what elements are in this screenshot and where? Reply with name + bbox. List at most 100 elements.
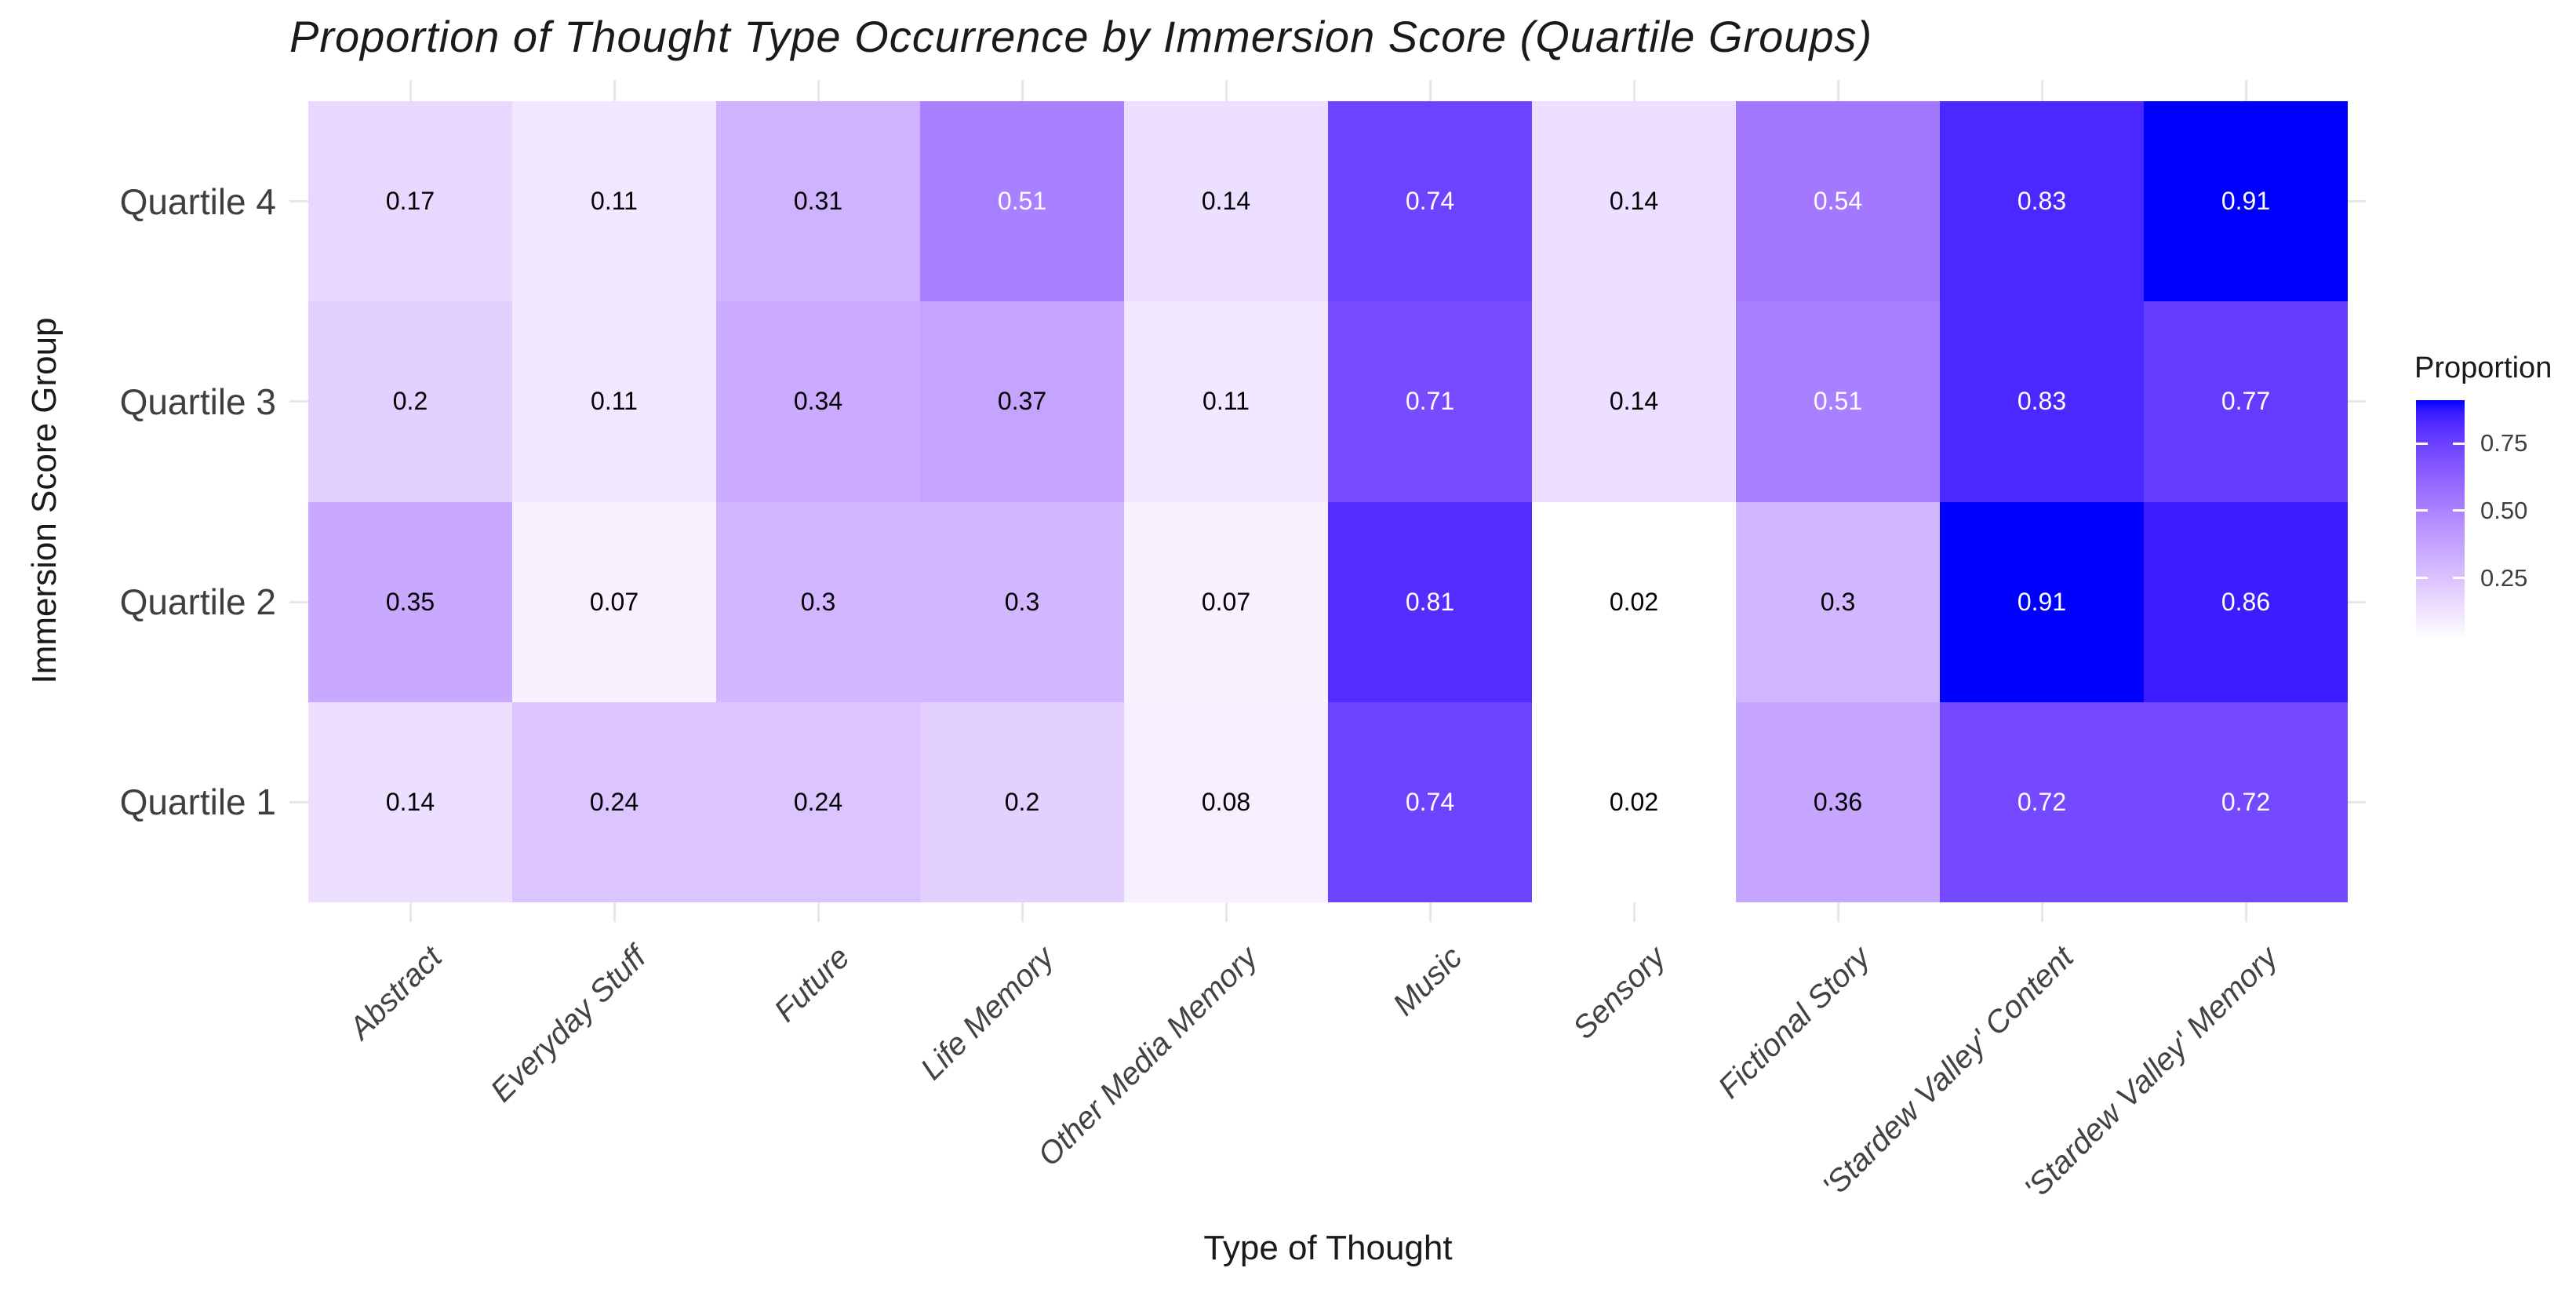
heatmap-cell-value: 0.72 bbox=[2221, 787, 2271, 816]
heatmap-cell: 0.11 bbox=[1124, 301, 1328, 502]
heatmap-cell-value: 0.36 bbox=[1813, 787, 1863, 816]
y-tick-label: Quartile 1 bbox=[119, 781, 276, 823]
heatmap-cell-value: 0.51 bbox=[997, 187, 1047, 216]
x-tick-label: Future bbox=[768, 940, 857, 1029]
heatmap-cell: 0.24 bbox=[512, 701, 716, 902]
heatmap-cell: 0.11 bbox=[512, 301, 716, 502]
heatmap-grid: 0.17 0.11 0.31 0.51 0.14 0.74 0.14 0.54 0.83 0.91… bbox=[308, 101, 2348, 902]
heatmap-cell: 0.02 bbox=[1532, 501, 1736, 702]
heatmap-cell-value: 0.14 bbox=[1609, 387, 1659, 416]
heatmap-cell: 0.83 bbox=[1940, 101, 2144, 302]
x-tick-label: Abstract bbox=[343, 940, 449, 1046]
heatmap-cell-value: 0.08 bbox=[1201, 787, 1251, 816]
heatmap-cell: 0.83 bbox=[1940, 301, 2144, 502]
gridline-stub bbox=[2348, 400, 2366, 403]
heatmap-cell: 0.71 bbox=[1328, 301, 1532, 502]
gridline-stub bbox=[289, 600, 308, 603]
heatmap-cell: 0.3 bbox=[716, 501, 920, 702]
heatmap-cell: 0.91 bbox=[2144, 101, 2348, 302]
heatmap-cell: 0.34 bbox=[716, 301, 920, 502]
x-tick-label: Other Media Memory bbox=[1031, 940, 1265, 1173]
legend-colorbar bbox=[2416, 400, 2465, 640]
heatmap-cell: 0.72 bbox=[1940, 701, 2144, 902]
heatmap-cell: 0.11 bbox=[512, 101, 716, 302]
heatmap-cell-value: 0.83 bbox=[2017, 387, 2067, 416]
gridline-stub bbox=[613, 902, 616, 922]
gridline-stub bbox=[1836, 80, 1839, 101]
heatmap-cell-value: 0.34 bbox=[793, 387, 843, 416]
heatmap-cell: 0.37 bbox=[920, 301, 1124, 502]
heatmap-cell: 0.54 bbox=[1736, 101, 1940, 302]
heatmap-cell: 0.14 bbox=[1532, 101, 1736, 302]
gridline-stub bbox=[1428, 902, 1432, 922]
heatmap-cell: 0.74 bbox=[1328, 701, 1532, 902]
y-axis-title: Immersion Score Group bbox=[25, 317, 64, 684]
gridline-stub bbox=[2040, 902, 2043, 922]
heatmap-cell-value: 0.54 bbox=[1813, 187, 1863, 216]
heatmap-cell-value: 0.3 bbox=[1820, 587, 1856, 616]
heatmap-cell-value: 0.72 bbox=[2017, 787, 2067, 816]
heatmap-cell: 0.72 bbox=[2144, 701, 2348, 902]
heatmap-cell: 0.3 bbox=[920, 501, 1124, 702]
heatmap-cell-value: 0.24 bbox=[589, 787, 639, 816]
legend-tick-mark bbox=[2416, 577, 2428, 580]
gridline-stub bbox=[613, 80, 616, 101]
legend-tick-mark bbox=[2453, 442, 2465, 445]
heatmap-cell-value: 0.14 bbox=[1609, 187, 1659, 216]
heatmap-cell: 0.81 bbox=[1328, 501, 1532, 702]
gridline-stub bbox=[2348, 200, 2366, 203]
gridline-stub bbox=[1021, 902, 1024, 922]
heatmap-cell-value: 0.35 bbox=[385, 587, 435, 616]
heatmap-cell-value: 0.37 bbox=[997, 387, 1047, 416]
gridline-stub bbox=[289, 200, 308, 203]
gridline-stub bbox=[2348, 800, 2366, 803]
heatmap-cell: 0.17 bbox=[308, 101, 512, 302]
legend-tick-label: 0.25 bbox=[2480, 563, 2528, 592]
heatmap-cell-value: 0.91 bbox=[2017, 587, 2067, 616]
heatmap-cell-value: 0.14 bbox=[1201, 187, 1251, 216]
heatmap-cell-value: 0.3 bbox=[800, 587, 836, 616]
heatmap-cell-value: 0.14 bbox=[385, 787, 435, 816]
heatmap-cell: 0.51 bbox=[920, 101, 1124, 302]
gridline-stub bbox=[409, 902, 412, 922]
legend-tick-mark bbox=[2416, 509, 2428, 512]
heatmap-cell-value: 0.2 bbox=[1004, 787, 1040, 816]
heatmap-cell-value: 0.51 bbox=[1813, 387, 1863, 416]
gridline-stub bbox=[1428, 80, 1432, 101]
gridline-stub bbox=[1632, 902, 1635, 922]
heatmap-cell: 0.08 bbox=[1124, 701, 1328, 902]
x-tick-label: Life Memory bbox=[914, 940, 1061, 1087]
heatmap-cell-value: 0.81 bbox=[1405, 587, 1455, 616]
heatmap-cell-value: 0.02 bbox=[1609, 587, 1659, 616]
heatmap-cell: 0.91 bbox=[1940, 501, 2144, 702]
gridline-stub bbox=[289, 400, 308, 403]
heatmap-cell-value: 0.11 bbox=[591, 187, 638, 216]
heatmap-cell-value: 0.11 bbox=[1202, 387, 1250, 416]
gridline-stub bbox=[1021, 80, 1024, 101]
heatmap-cell: 0.02 bbox=[1532, 701, 1736, 902]
gridline-stub bbox=[817, 80, 820, 101]
x-tick-label: Sensory bbox=[1566, 940, 1673, 1046]
heatmap-cell: 0.07 bbox=[512, 501, 716, 702]
heatmap-cell-value: 0.91 bbox=[2221, 187, 2271, 216]
gridline-stub bbox=[1224, 902, 1228, 922]
heatmap-cell-value: 0.07 bbox=[1201, 587, 1251, 616]
x-axis-title: Type of Thought bbox=[1203, 1229, 1453, 1267]
heatmap-cell-value: 0.3 bbox=[1004, 587, 1040, 616]
heatmap-cell-value: 0.07 bbox=[589, 587, 639, 616]
heatmap-cell: 0.35 bbox=[308, 501, 512, 702]
gridline-stub bbox=[1632, 80, 1635, 101]
gridline-stub bbox=[2244, 902, 2247, 922]
heatmap-cell-value: 0.11 bbox=[591, 387, 638, 416]
gridline-stub bbox=[1224, 80, 1228, 101]
heatmap-cell-value: 0.31 bbox=[793, 187, 843, 216]
heatmap-cell: 0.14 bbox=[1532, 301, 1736, 502]
heatmap-cell: 0.2 bbox=[920, 701, 1124, 902]
heatmap-cell: 0.14 bbox=[1124, 101, 1328, 302]
heatmap-cell: 0.2 bbox=[308, 301, 512, 502]
heatmap-cell: 0.24 bbox=[716, 701, 920, 902]
gridline-stub bbox=[1836, 902, 1839, 922]
heatmap-cell-value: 0.24 bbox=[793, 787, 843, 816]
gridline-stub bbox=[817, 902, 820, 922]
